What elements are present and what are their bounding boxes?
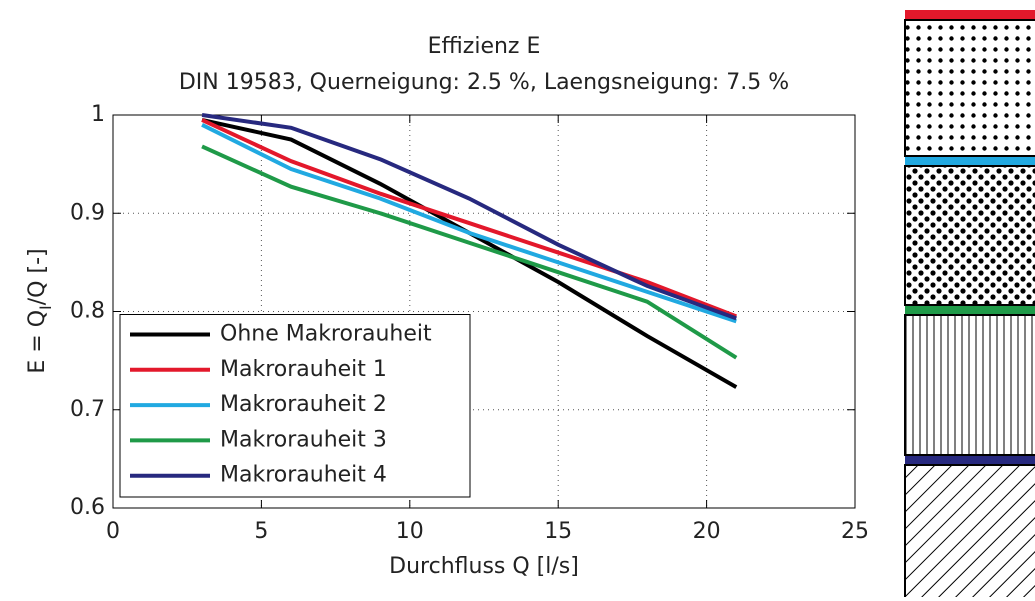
pattern-panel — [904, 10, 1035, 601]
y-axis-label: E = QI/Q [-] — [25, 248, 55, 373]
legend-label: Makrorauheit 4 — [220, 463, 387, 488]
series-line — [201, 123, 737, 324]
chart-title: Effizienz E — [428, 34, 541, 59]
legend-label: Ohne Makrorauheit — [220, 322, 432, 347]
y-tick-label: 0.8 — [70, 299, 105, 324]
y-tick-label: 1 — [91, 102, 105, 127]
color-bar — [905, 157, 1035, 165]
y-tick-label: 0.9 — [70, 200, 105, 225]
y-label-rest: /Q [-] — [25, 248, 50, 305]
y-tick-label: 0.6 — [70, 495, 105, 520]
x-tick-label: 5 — [254, 519, 268, 544]
y-label-main: E = Q — [25, 310, 50, 374]
y-tick-label: 0.7 — [70, 397, 105, 422]
x-tick-label: 0 — [106, 519, 120, 544]
color-bar — [905, 456, 1035, 464]
x-tick-label: 25 — [841, 519, 869, 544]
pattern-box — [904, 165, 1035, 306]
legend: Ohne Makrorauheit Makrorauheit 1 Makrorauh… — [119, 314, 471, 498]
x-tick-label: 20 — [693, 519, 721, 544]
color-bar — [905, 10, 1035, 19]
series-line — [201, 118, 738, 319]
x-tick-label: 15 — [544, 519, 572, 544]
series-line — [201, 113, 737, 321]
legend-label: Makrorauheit 3 — [220, 427, 387, 452]
color-bar — [905, 306, 1035, 314]
y-label-sub: I — [36, 305, 55, 310]
plot-frame — [112, 114, 856, 509]
x-axis-label: Durchfluss Q [l/s] — [389, 554, 579, 579]
legend-label: Makrorauheit 2 — [220, 392, 387, 417]
pattern-box — [904, 464, 1035, 601]
series-line — [201, 144, 738, 360]
pattern-box — [904, 314, 1035, 456]
legend-label: Makrorauheit 1 — [220, 357, 387, 382]
chart-subtitle: DIN 19583, Querneigung: 2.5 %, Laengsnei… — [179, 70, 789, 95]
x-tick-label: 10 — [396, 519, 424, 544]
pattern-box — [904, 19, 1035, 157]
